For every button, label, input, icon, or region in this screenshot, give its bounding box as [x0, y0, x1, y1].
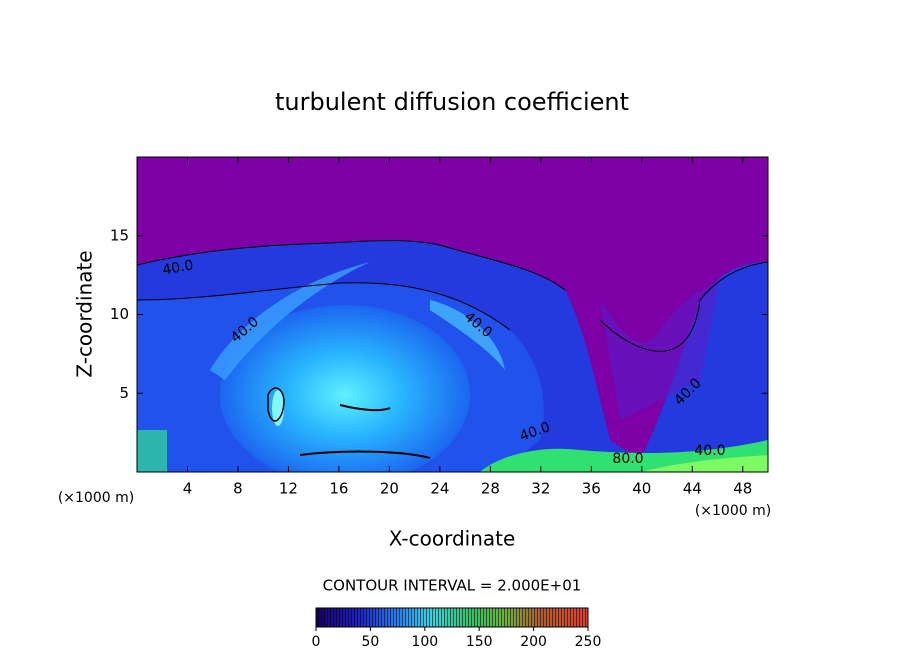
- x-tick-label: 16: [329, 480, 348, 498]
- contour-label: 40.0: [161, 257, 194, 278]
- x-tick-label: 28: [481, 480, 500, 498]
- x-tick-label: 44: [683, 480, 702, 498]
- x-tick-label: 48: [733, 480, 752, 498]
- contour-label: 80.0: [612, 451, 643, 467]
- colorbar-label: CONTOUR INTERVAL = 2.000E+01: [323, 577, 582, 595]
- colorbar-tick-label: 150: [466, 634, 493, 650]
- x-tick-label: 36: [582, 480, 601, 498]
- colorbar-tick-label: 0: [312, 634, 321, 650]
- y-tick-label: 5: [119, 384, 129, 402]
- colorbar-tick-label: 100: [411, 634, 438, 650]
- y-tick-label: 10: [110, 305, 129, 323]
- y-axis-label: Z-coordinate: [73, 250, 97, 377]
- colorbar-tick-label: 250: [575, 634, 602, 650]
- colorbar-stripes: [315, 607, 589, 628]
- y-unit: (×1000 m): [695, 503, 771, 519]
- x-tick-label: 24: [430, 480, 449, 498]
- x-unit: (×1000 m): [58, 490, 134, 506]
- x-tick-label: 4: [183, 480, 193, 498]
- contour-label: 40.0: [694, 443, 725, 459]
- x-tick-label: 32: [531, 480, 550, 498]
- field: [137, 157, 768, 472]
- x-tick-label: 40: [632, 480, 651, 498]
- colorbar-tick-label: 200: [520, 634, 547, 650]
- chart-title: turbulent diffusion coefficient: [275, 88, 629, 116]
- x-tick-label: 20: [380, 480, 399, 498]
- x-tick-label: 12: [279, 480, 298, 498]
- colorbar-tick-label: 50: [361, 634, 379, 650]
- x-axis-label: X-coordinate: [389, 527, 516, 551]
- y-tick-label: 15: [110, 226, 129, 244]
- x-tick-label: 8: [233, 480, 243, 498]
